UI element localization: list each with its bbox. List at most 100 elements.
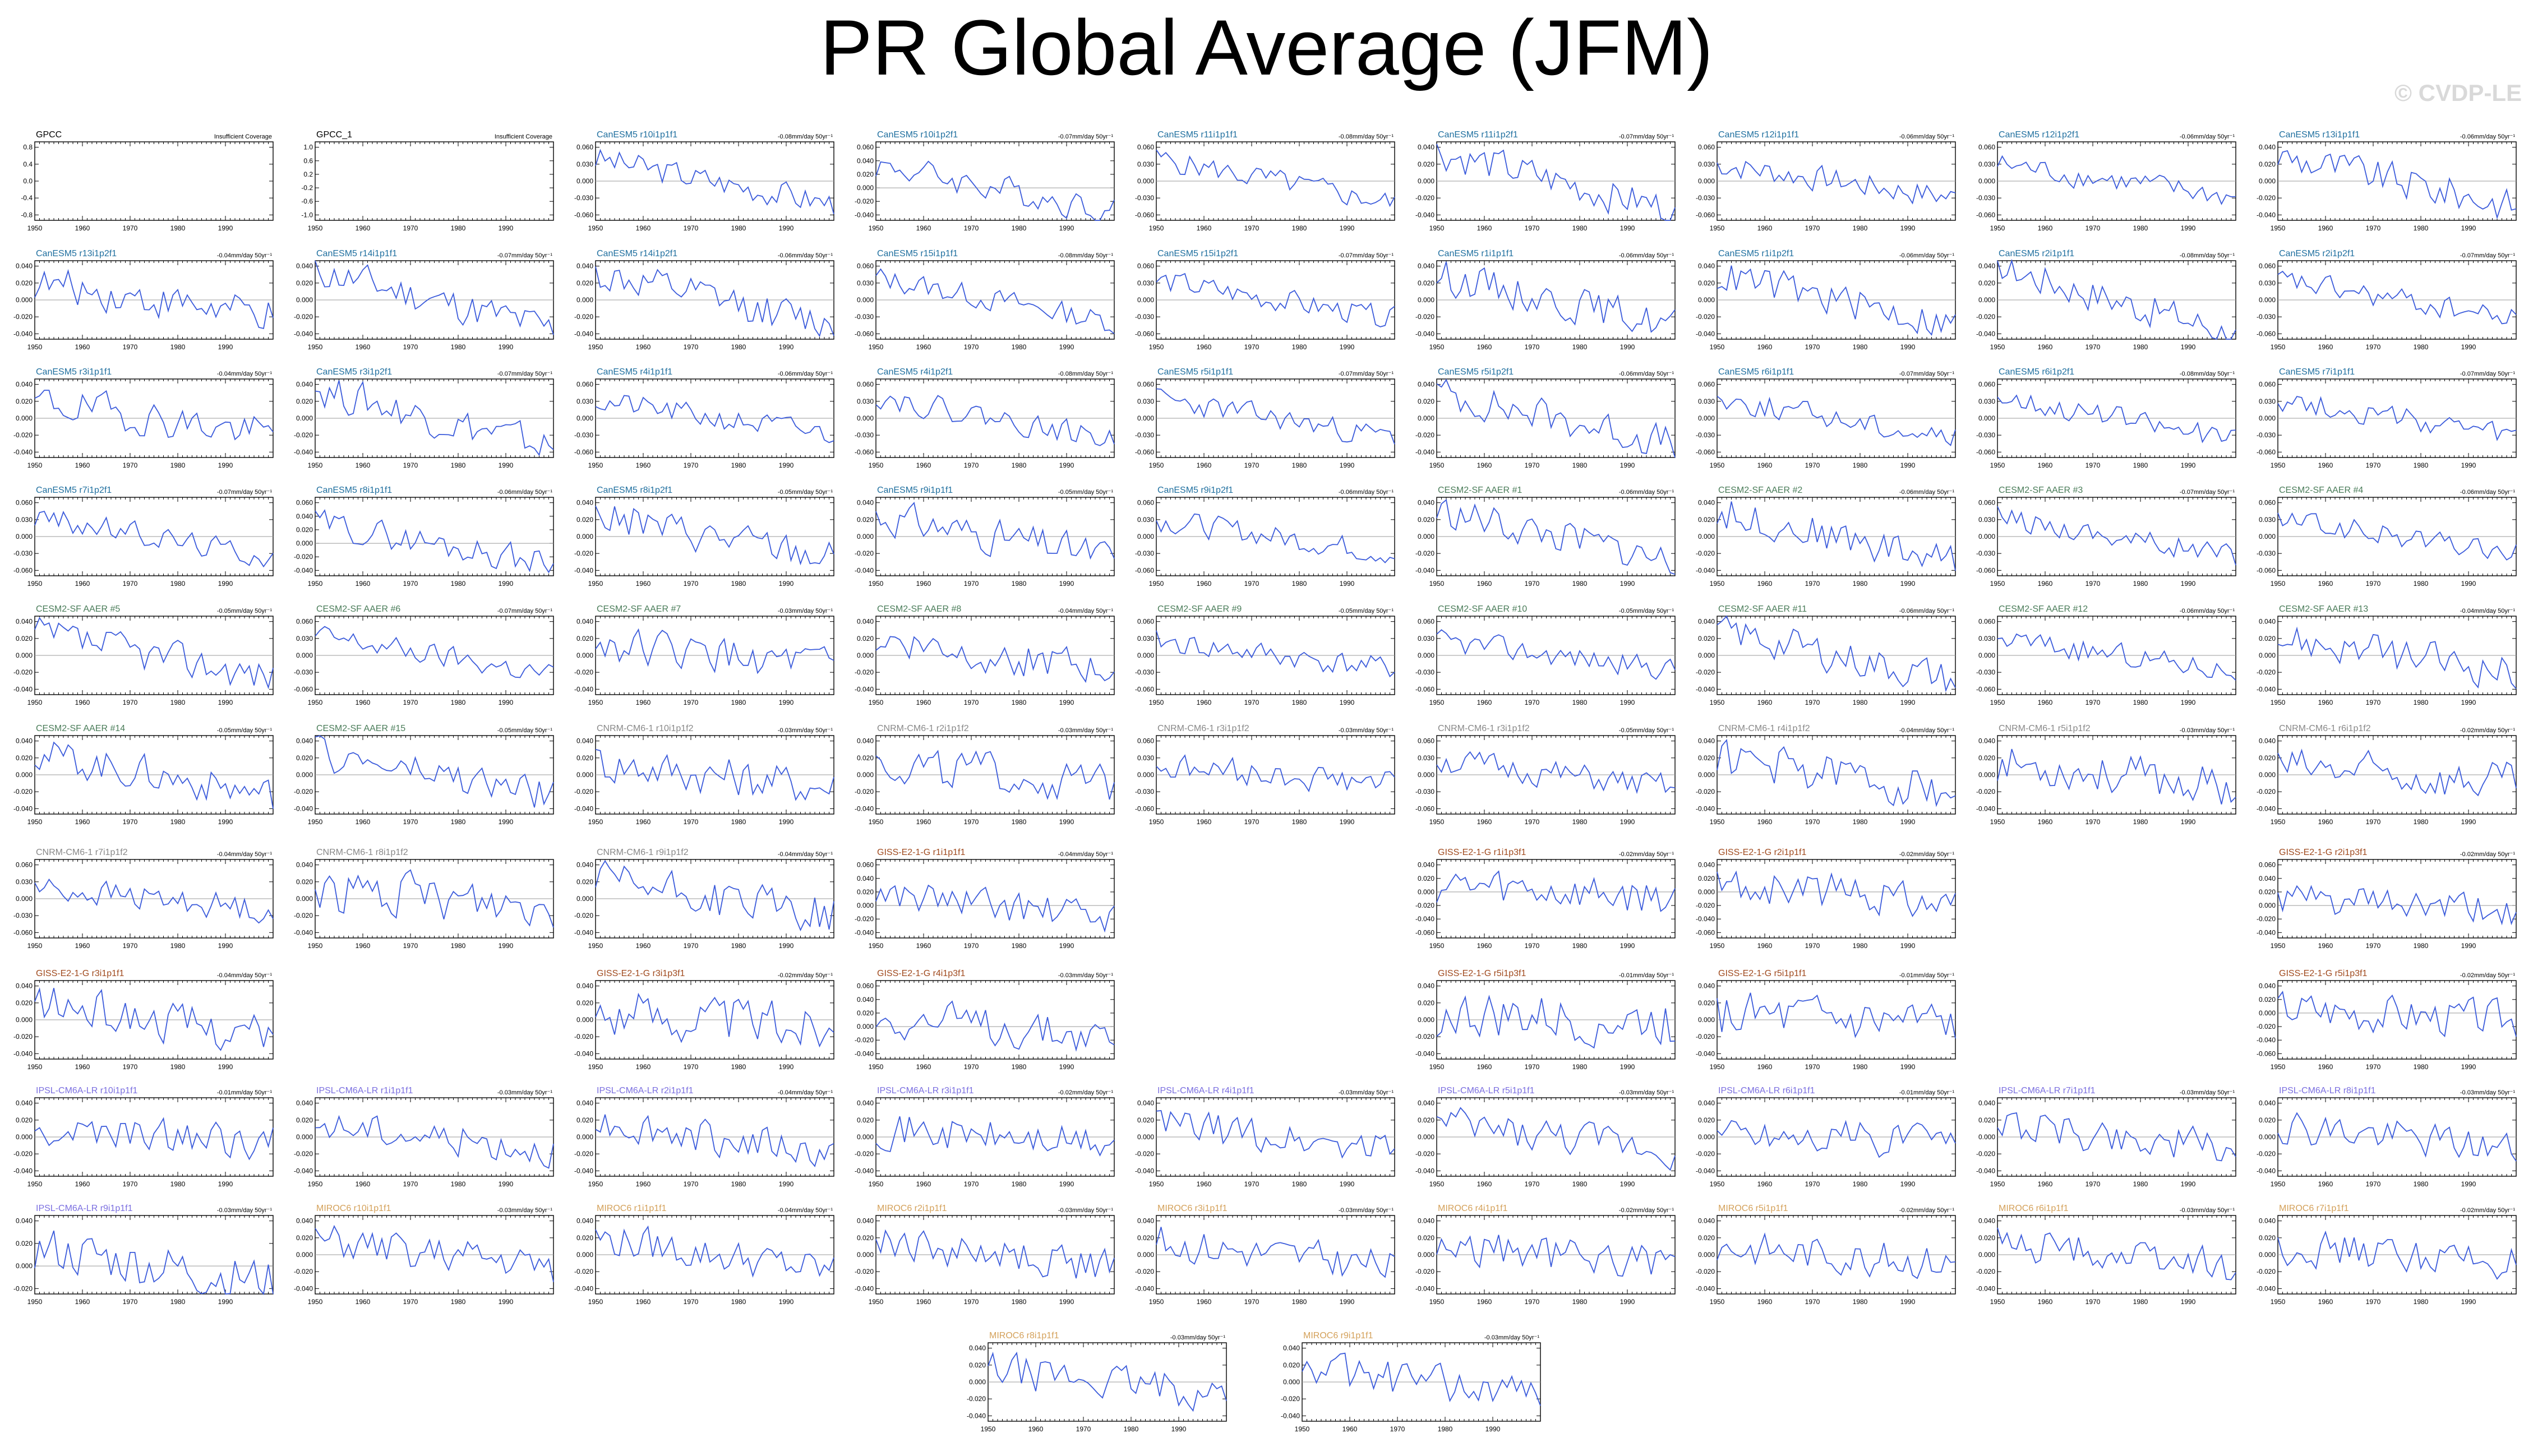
y-tick-label: 0.000 [857, 296, 874, 304]
y-tick-label: 0.030 [1698, 397, 1715, 405]
x-tick-label: 1960 [916, 818, 931, 826]
panel-trend: -0.02mm/day 50yr⁻¹ [1619, 851, 1674, 858]
panel-title: MIROC6 r1i1p1f1 [597, 1204, 667, 1213]
x-tick-label: 1980 [1292, 699, 1307, 706]
panel-75: IPSL-CM6A-LR r7i1p1f1 -0.03mm/day 50yr⁻¹ 0… [1976, 1086, 2236, 1188]
y-tick-label: -0.060 [2257, 448, 2276, 456]
x-tick-label: 1980 [170, 818, 186, 826]
y-tick-label: 0.020 [857, 170, 874, 178]
x-tick-label: 1960 [1028, 1425, 1044, 1433]
y-tick-label: 0.000 [1137, 533, 1154, 540]
panel-27: CanESM5 r7i1p1f1 -0.07mm/day 50yr⁻¹ 0.060 0… [2257, 367, 2517, 469]
x-tick-label: 1980 [1853, 942, 1868, 950]
y-tick-label: 0.020 [2259, 1234, 2276, 1242]
panel-trend: -0.05mm/day 50yr⁻¹ [497, 727, 552, 734]
y-tick-label: 0.040 [1698, 737, 1715, 745]
x-tick-label: 1990 [1900, 1063, 1916, 1071]
series-line [315, 735, 554, 808]
x-tick-label: 1990 [1340, 1180, 1355, 1188]
x-tick-label: 1990 [1900, 942, 1916, 950]
panel-title: IPSL-CM6A-LR r3i1p1f1 [877, 1086, 974, 1096]
x-tick-label: 1980 [2414, 224, 2429, 232]
x-tick-label: 1970 [964, 1063, 979, 1071]
y-tick-label: 0.030 [1137, 754, 1154, 762]
y-tick-label: 0.030 [1978, 160, 1995, 168]
x-tick-label: 1980 [2133, 699, 2148, 706]
y-tick-label: -0.020 [574, 668, 593, 676]
x-tick-label: 1970 [684, 343, 699, 351]
x-tick-label: 1990 [218, 1298, 233, 1306]
y-tick-label: -0.020 [855, 915, 874, 923]
x-tick-label: 1970 [1525, 343, 1540, 351]
y-tick-label: 0.000 [16, 895, 33, 903]
y-tick-label: 0.020 [2259, 888, 2276, 896]
panel-trend: -0.07mm/day 50yr⁻¹ [1339, 371, 1394, 377]
y-tick-label: -0.060 [1415, 928, 1434, 936]
x-tick-label: 1970 [964, 699, 979, 706]
panel-12: CanESM5 r14i1p2f1 -0.06mm/day 50yr⁻¹ 0.040… [574, 249, 834, 351]
x-tick-label: 1970 [1805, 580, 1820, 588]
x-tick-label: 1950 [1149, 461, 1164, 469]
y-tick-label: 0.030 [1418, 754, 1434, 762]
x-tick-label: 1980 [1012, 580, 1027, 588]
y-tick-label: 0.030 [16, 878, 33, 886]
y-tick-label: -0.030 [2257, 313, 2276, 321]
x-tick-label: 1990 [779, 343, 794, 351]
panel-trend: -0.03mm/day 50yr⁻¹ [1058, 1207, 1113, 1214]
y-tick-label: 0.040 [1418, 499, 1434, 507]
y-tick-label: 0.040 [2259, 618, 2276, 626]
x-tick-label: 1960 [2038, 1180, 2053, 1188]
panel-21: CanESM5 r4i1p1f1 -0.06mm/day 50yr⁻¹ 0.060 0… [574, 367, 834, 469]
panel-41: CESM2-SF AAER #9 -0.05mm/day 50yr⁻¹ 0.060 0… [1135, 604, 1395, 706]
y-tick-label: -0.060 [1135, 685, 1154, 693]
panel-47: CESM2-SF AAER #15 -0.05mm/day 50yr⁻¹ 0.040… [294, 724, 554, 826]
y-tick-label: 0.040 [1978, 737, 1995, 745]
y-tick-label: -0.020 [13, 668, 33, 676]
y-tick-label: -0.030 [1415, 668, 1434, 676]
x-tick-label: 1950 [1429, 1180, 1445, 1188]
series-line [875, 636, 1115, 683]
x-tick-label: 1970 [1525, 224, 1540, 232]
panel-52: CNRM-CM6-1 r4i1p1f2 -0.04mm/day 50yr⁻¹ 0.0… [1696, 724, 1956, 826]
panel-title: CanESM5 r14i1p2f1 [597, 249, 677, 258]
x-tick-label: 1960 [1477, 699, 1492, 706]
x-tick-label: 1990 [1340, 224, 1355, 232]
y-tick-label: 0.000 [1137, 1251, 1154, 1259]
x-tick-label: 1950 [2271, 580, 2286, 588]
x-tick-label: 1980 [1012, 461, 1027, 469]
y-tick-label: 0.060 [857, 861, 874, 869]
x-tick-label: 1990 [1900, 1180, 1916, 1188]
x-tick-label: 1990 [1340, 343, 1355, 351]
x-tick-label: 1970 [964, 1180, 979, 1188]
panel-trend: -0.03mm/day 50yr⁻¹ [497, 1089, 552, 1096]
panel-15: CanESM5 r1i1p1f1 -0.06mm/day 50yr⁻¹ 0.040 0… [1415, 249, 1676, 351]
x-tick-label: 1990 [218, 699, 233, 706]
y-tick-label: 0.040 [1698, 618, 1715, 626]
x-tick-label: 1970 [1244, 1180, 1259, 1188]
y-tick-label: 0.040 [1283, 1344, 1300, 1352]
y-tick-label: 0.040 [296, 512, 313, 520]
x-tick-label: 1950 [27, 818, 43, 826]
panel-trend: -0.03mm/day 50yr⁻¹ [1484, 1334, 1539, 1341]
panel-2: GPCC_1 Insufficient Coverage 1.0 0.6 0.2 -0.2… [301, 130, 554, 232]
panel-trend: -0.01mm/day 50yr⁻¹ [217, 1089, 272, 1096]
series-line [595, 395, 834, 443]
panel-58: GISS-E2-1-G r1i1p1f1 -0.04mm/day 50yr⁻¹ 0.… [855, 848, 1115, 950]
x-tick-label: 1980 [1572, 343, 1588, 351]
x-tick-label: 1990 [1059, 699, 1074, 706]
panel-title: CESM2-SF AAER #13 [2279, 604, 2368, 614]
y-tick-label: -0.020 [2257, 668, 2276, 676]
y-tick-label: -0.040 [1135, 1167, 1154, 1175]
x-tick-label: 1960 [2038, 1298, 2053, 1306]
series-line [1997, 633, 2236, 681]
x-tick-label: 1980 [451, 1298, 466, 1306]
y-tick-label: 0.030 [857, 279, 874, 287]
panel-85: MIROC6 r7i1p1f1 -0.02mm/day 50yr⁻¹ 0.040 0.… [2257, 1204, 2517, 1306]
panel-76: IPSL-CM6A-LR r8i1p1f1 -0.03mm/day 50yr⁻¹ 0… [2257, 1086, 2517, 1188]
x-tick-label: 1950 [1149, 818, 1164, 826]
panel-title: IPSL-CM6A-LR r10i1p1f1 [36, 1086, 138, 1096]
x-tick-label: 1970 [2086, 1298, 2101, 1306]
y-tick-label: 0.000 [296, 651, 313, 659]
x-tick-label: 1980 [2414, 580, 2429, 588]
page-title: PR Global Average (JFM) [820, 3, 1713, 91]
